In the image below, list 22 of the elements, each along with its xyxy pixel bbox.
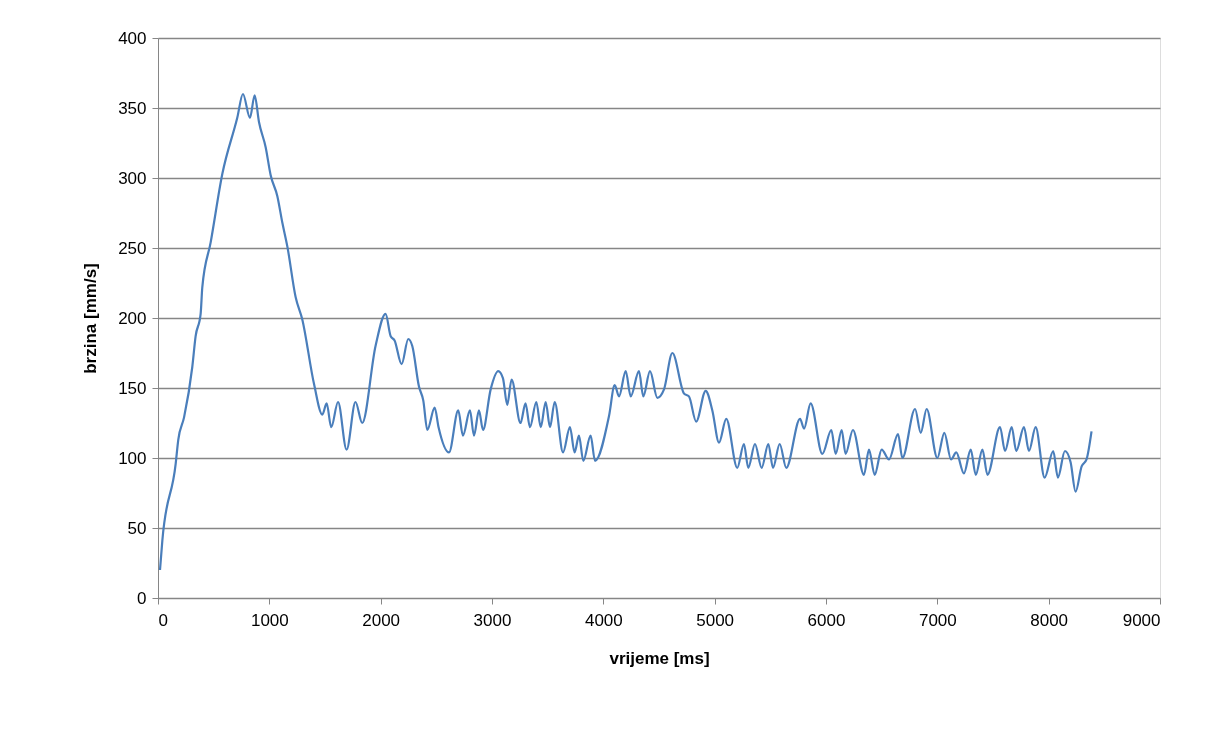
y-tick-label: 300 [118, 168, 147, 188]
y-tick-label: 50 [127, 518, 147, 538]
x-tick-label: 0 [158, 610, 168, 630]
line-series [158, 92, 1093, 572]
x-tick-label: 4000 [584, 610, 623, 630]
y-tick-label: 350 [118, 98, 147, 118]
y-tick-label: 150 [118, 378, 147, 398]
y-tick-label: 200 [118, 308, 147, 328]
x-tick-label: 7000 [918, 610, 957, 630]
y-tick-label: 250 [118, 238, 147, 258]
y-tick-label: 0 [137, 588, 147, 608]
x-axis-title: vrijeme [ms] [609, 648, 710, 668]
x-tick-label: 8000 [1030, 610, 1069, 630]
x-tick-label: 2000 [362, 610, 401, 630]
x-tick-label: 6000 [807, 610, 846, 630]
x-tick-label: 3000 [473, 610, 512, 630]
y-axis-title: brzina [mm/s] [81, 263, 101, 374]
y-tick-label: 400 [118, 28, 147, 48]
x-tick-label: 1000 [250, 610, 289, 630]
x-tick-label: 5000 [696, 610, 735, 630]
y-tick-label: 100 [118, 448, 147, 468]
x-tick-label: 9000 [1122, 610, 1161, 630]
